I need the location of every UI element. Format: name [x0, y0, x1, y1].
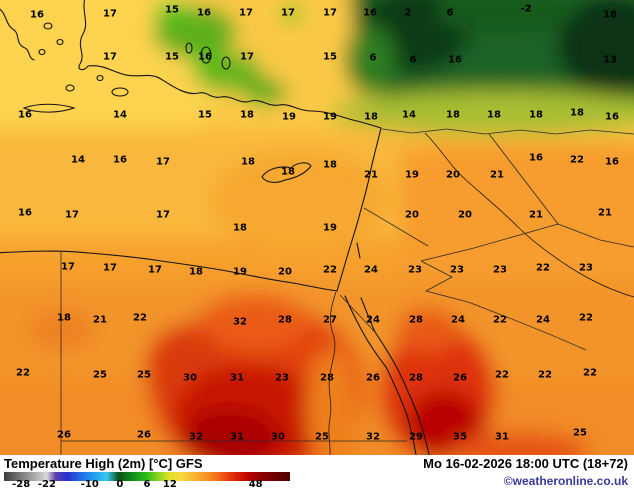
colorbar-tick: -28 [12, 479, 31, 490]
copyright-link[interactable]: ©weatheronline.co.uk [503, 474, 628, 488]
temperature-map: 16 17 15 16 17 17 17 16 2 6 -2 18 17 15 16 17 15 6 6 16 13 16… [0, 0, 634, 455]
map-footer: Temperature High (2m) [°C] GFS Mo 16-02-… [0, 455, 634, 490]
map-title: Temperature High (2m) [°C] GFS [4, 456, 203, 471]
colorbar-tick: 12 [162, 479, 177, 490]
rivers [328, 132, 634, 455]
colorbar-tick: -22 [37, 479, 56, 490]
colorbar-gradient [4, 472, 290, 481]
map-datetime: Mo 16-02-2026 18:00 UTC (18+72) [423, 456, 628, 471]
colorbar-ticks: -28 -22 -10 0 6 12 48 [4, 479, 290, 490]
temperature-colorbar: -28 -22 -10 0 6 12 48 [4, 472, 290, 490]
colorbar-tick: -10 [80, 479, 99, 490]
temperature-field [0, 0, 634, 455]
footer-legend-row: -28 -22 -10 0 6 12 48 ©weatheronline.co.uk [0, 471, 634, 490]
country-borders [60, 128, 634, 455]
footer-title-row: Temperature High (2m) [°C] GFS Mo 16-02-… [0, 455, 634, 471]
colorbar-tick: 0 [116, 479, 124, 490]
map-canvas [0, 0, 634, 455]
coastlines [0, 0, 430, 455]
colorbar-tick: 6 [143, 479, 151, 490]
colorbar-tick: 48 [248, 479, 263, 490]
